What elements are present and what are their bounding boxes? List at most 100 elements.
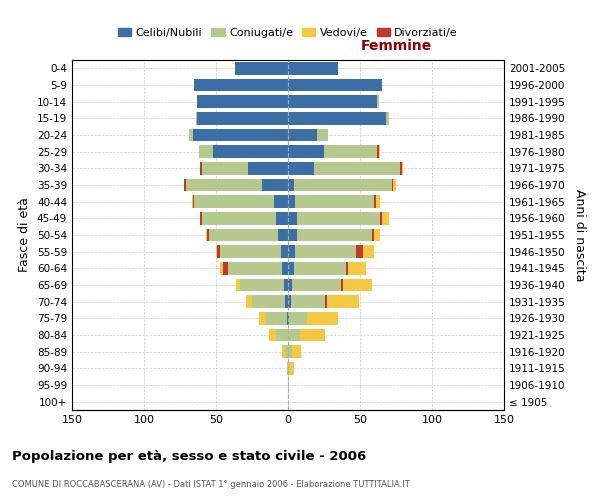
Bar xyxy=(288,196,295,208)
Bar xyxy=(241,279,284,291)
Bar xyxy=(209,229,278,241)
Bar xyxy=(216,246,217,258)
Bar xyxy=(289,362,294,374)
Bar xyxy=(287,312,288,324)
Bar xyxy=(186,179,262,192)
Bar xyxy=(202,212,277,224)
Bar xyxy=(371,229,374,241)
Bar xyxy=(202,162,248,174)
Bar xyxy=(285,296,288,308)
Bar xyxy=(324,146,377,158)
Bar xyxy=(288,379,289,391)
Bar xyxy=(288,312,289,324)
Bar xyxy=(341,279,343,291)
Bar xyxy=(296,229,371,241)
Bar xyxy=(206,229,208,241)
Bar xyxy=(193,129,288,141)
Bar xyxy=(248,162,288,174)
Bar xyxy=(194,79,288,92)
Bar xyxy=(259,312,266,324)
Bar xyxy=(193,196,194,208)
Bar xyxy=(317,129,328,141)
Bar xyxy=(292,346,301,358)
Bar xyxy=(299,329,325,341)
Bar xyxy=(281,246,288,258)
Bar xyxy=(374,229,380,241)
Bar xyxy=(223,262,227,274)
Bar xyxy=(327,296,359,308)
Bar xyxy=(386,112,389,124)
Bar xyxy=(377,96,379,108)
Bar xyxy=(356,246,363,258)
Bar xyxy=(285,346,288,358)
Bar xyxy=(220,262,223,274)
Bar xyxy=(288,112,386,124)
Bar xyxy=(379,146,380,158)
Bar xyxy=(277,212,288,224)
Bar xyxy=(325,296,327,308)
Bar xyxy=(262,179,288,192)
Bar xyxy=(288,246,295,258)
Bar xyxy=(282,262,288,274)
Bar xyxy=(376,196,380,208)
Bar xyxy=(184,179,186,192)
Bar xyxy=(402,162,403,174)
Text: COMUNE DI ROCCABASCERANA (AV) - Dati ISTAT 1° gennaio 2006 - Elaborazione TUTTIT: COMUNE DI ROCCABASCERANA (AV) - Dati IST… xyxy=(12,480,410,489)
Bar xyxy=(266,312,287,324)
Text: Popolazione per età, sesso e stato civile - 2006: Popolazione per età, sesso e stato civil… xyxy=(12,450,366,463)
Bar xyxy=(217,246,220,258)
Bar xyxy=(374,196,376,208)
Bar xyxy=(269,329,277,341)
Bar xyxy=(288,146,324,158)
Bar xyxy=(197,96,288,108)
Bar xyxy=(288,96,377,108)
Legend: Celibi/Nubili, Coniugati/e, Vedovi/e, Divorziati/e: Celibi/Nubili, Coniugati/e, Vedovi/e, Di… xyxy=(113,24,463,42)
Bar xyxy=(200,212,202,224)
Bar xyxy=(288,179,294,192)
Bar xyxy=(288,296,291,308)
Bar xyxy=(194,196,274,208)
Bar xyxy=(200,162,202,174)
Y-axis label: Fasce di età: Fasce di età xyxy=(19,198,31,272)
Bar xyxy=(278,229,288,241)
Bar xyxy=(291,296,325,308)
Bar xyxy=(288,329,299,341)
Bar xyxy=(295,196,374,208)
Bar xyxy=(288,262,294,274)
Text: Femmine: Femmine xyxy=(361,39,431,53)
Bar xyxy=(377,146,379,158)
Bar xyxy=(197,112,288,124)
Bar xyxy=(282,346,285,358)
Bar xyxy=(220,246,281,258)
Bar xyxy=(363,246,374,258)
Bar xyxy=(307,312,338,324)
Bar xyxy=(208,229,209,241)
Bar xyxy=(380,212,382,224)
Bar xyxy=(288,129,317,141)
Bar xyxy=(400,162,402,174)
Bar xyxy=(288,362,289,374)
Y-axis label: Anni di nascita: Anni di nascita xyxy=(574,188,586,281)
Bar xyxy=(277,329,288,341)
Bar xyxy=(246,296,252,308)
Bar xyxy=(191,196,193,208)
Bar xyxy=(287,362,288,374)
Bar xyxy=(314,162,400,174)
Bar xyxy=(252,296,285,308)
Bar xyxy=(235,62,288,74)
Bar xyxy=(274,196,288,208)
Bar xyxy=(295,246,356,258)
Bar xyxy=(392,179,393,192)
Bar xyxy=(188,129,193,141)
Bar xyxy=(346,262,349,274)
Bar xyxy=(227,262,282,274)
Bar xyxy=(199,146,213,158)
Bar xyxy=(196,112,197,124)
Bar xyxy=(349,262,366,274)
Bar xyxy=(213,146,288,158)
Bar xyxy=(288,229,296,241)
Bar xyxy=(294,262,346,274)
Bar xyxy=(382,212,389,224)
Bar xyxy=(288,346,292,358)
Bar xyxy=(292,279,341,291)
